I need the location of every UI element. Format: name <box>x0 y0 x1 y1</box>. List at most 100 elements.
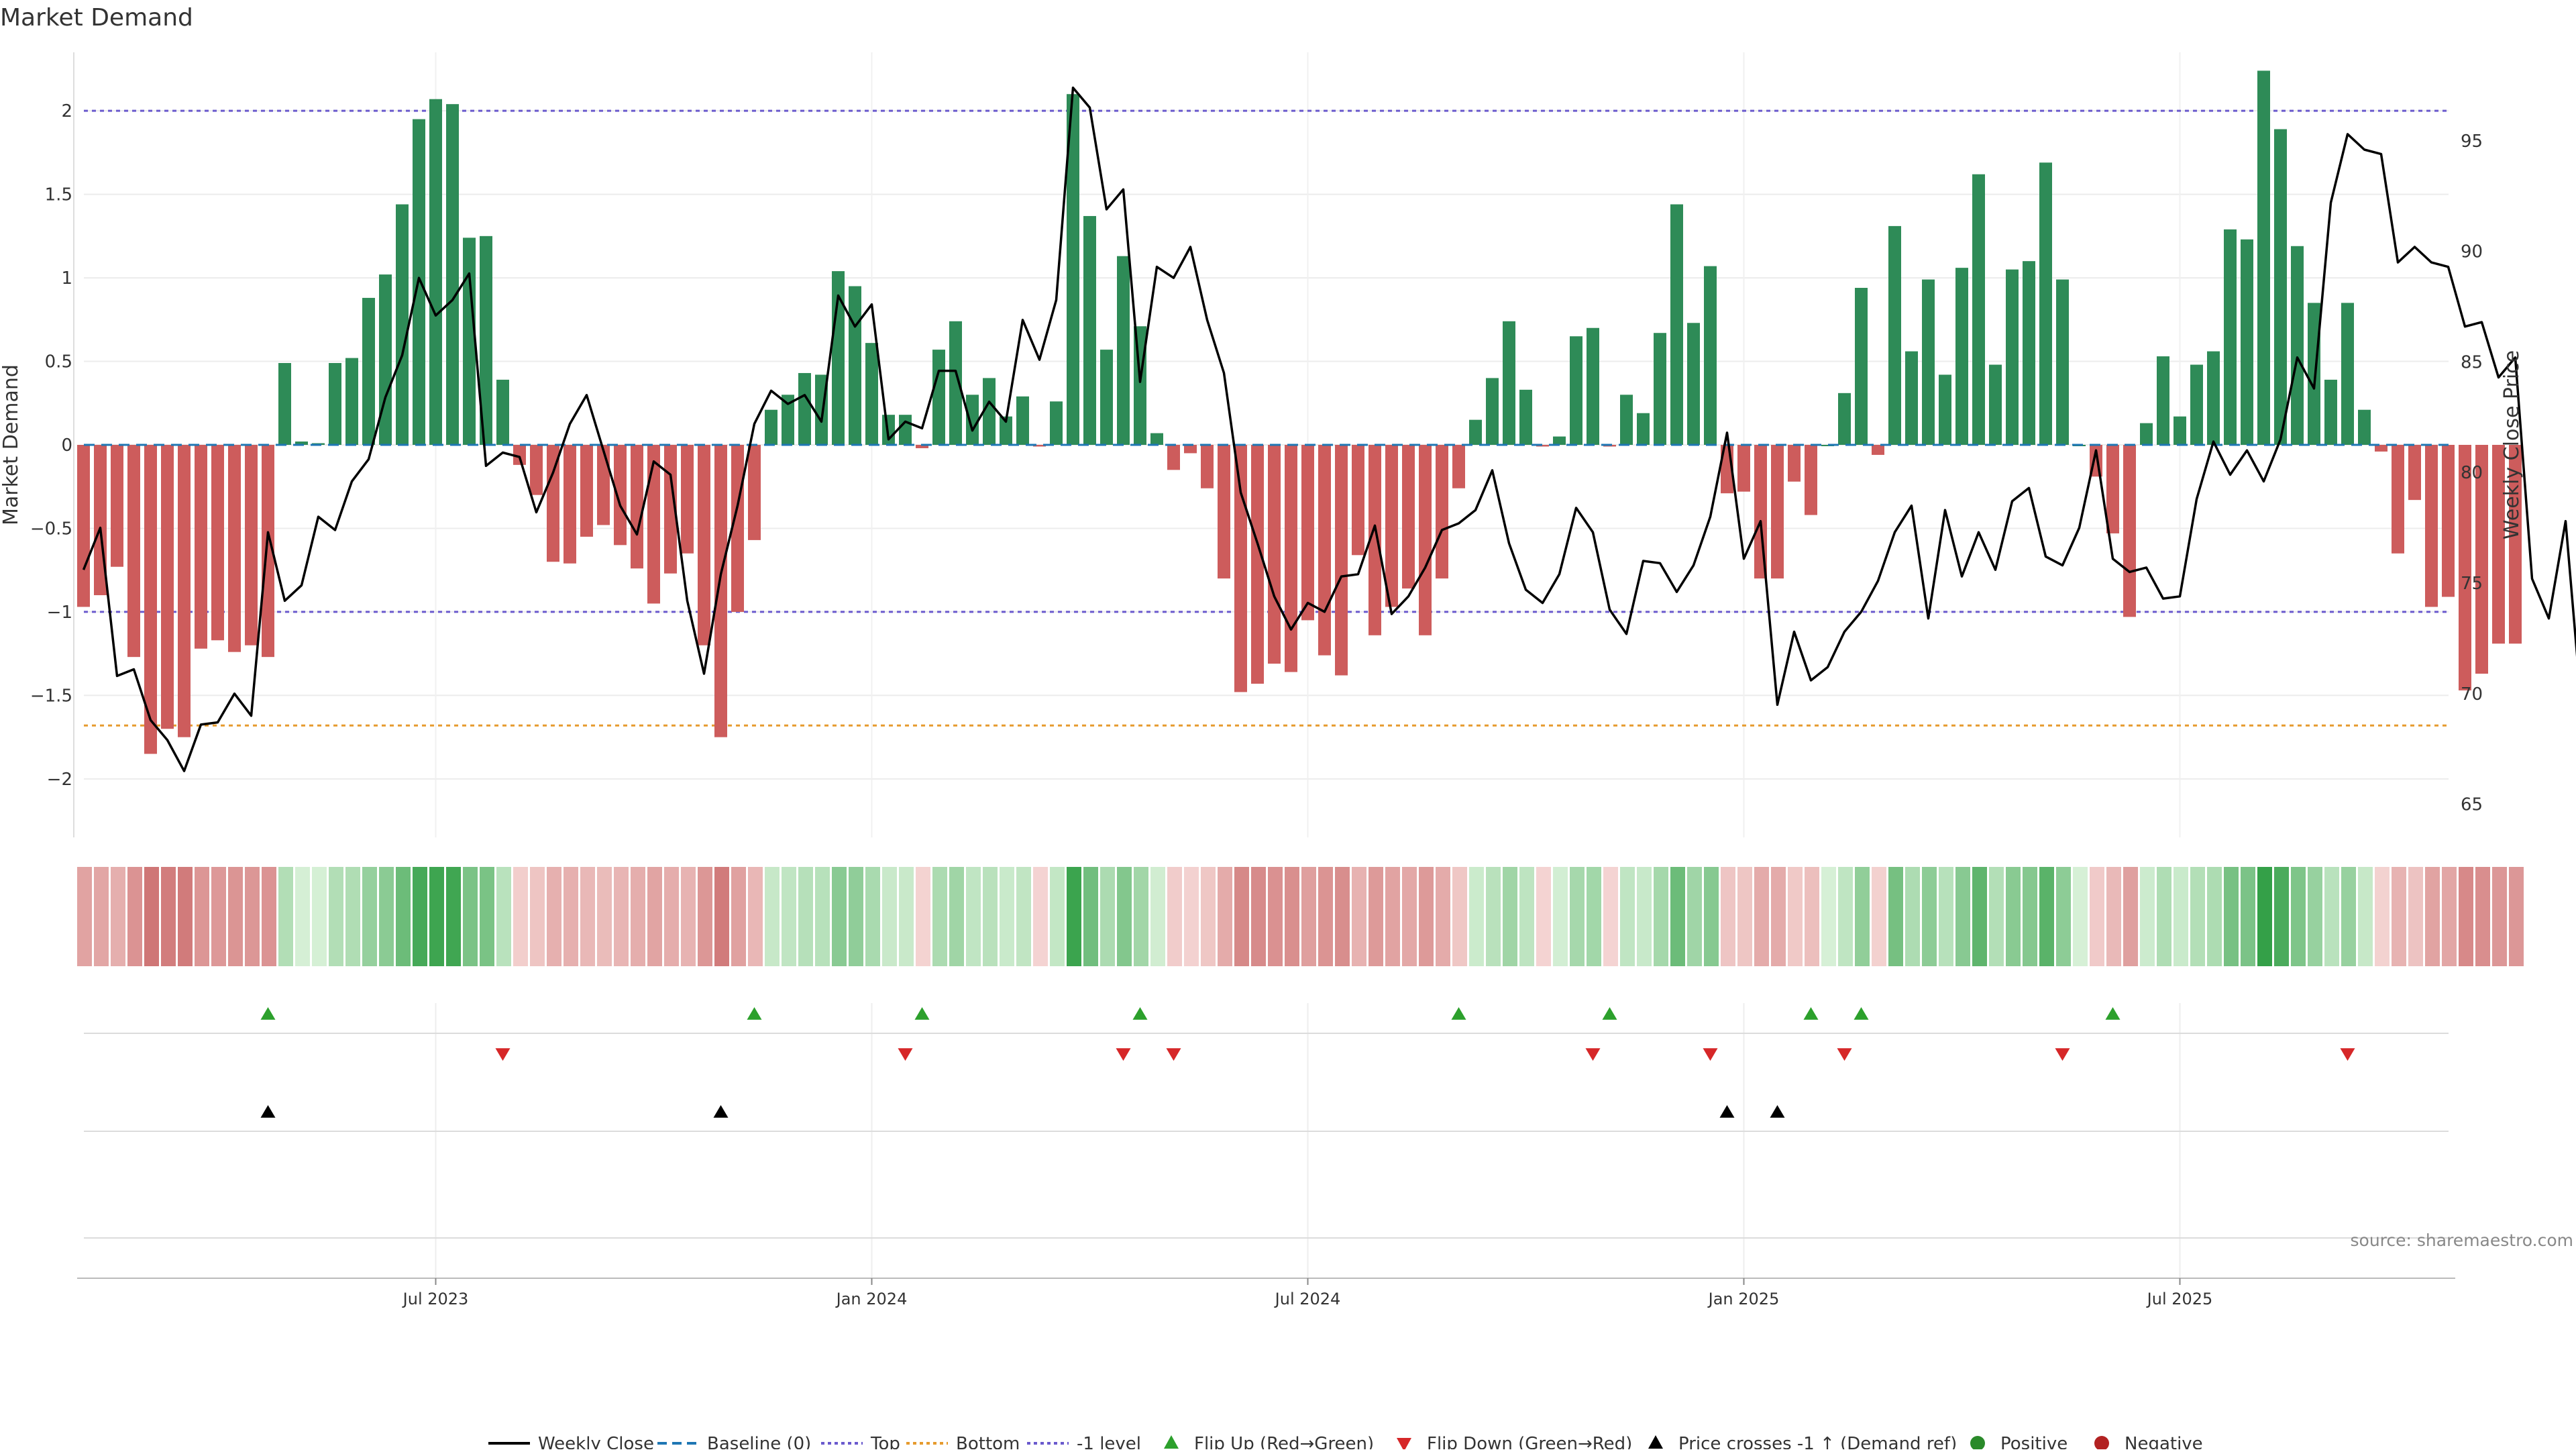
flip-up-marker <box>1133 1007 1148 1020</box>
heat-cell <box>144 867 159 966</box>
flip-up-marker <box>2106 1007 2121 1020</box>
heat-cell <box>916 867 930 966</box>
heat-cell <box>1654 867 1668 966</box>
y-right-tick-label: 70 <box>2461 684 2483 705</box>
heat-cell <box>932 867 947 966</box>
demand-bar <box>2207 352 2220 445</box>
heat-cell <box>614 867 629 966</box>
heat-cell <box>1519 867 1534 966</box>
demand-bar <box>1570 336 1582 445</box>
demand-bar <box>1352 445 1364 555</box>
heat-cell <box>278 867 293 966</box>
flip-up-marker <box>1804 1007 1819 1020</box>
demand-bar <box>161 445 174 729</box>
heat-cell <box>2392 867 2406 966</box>
demand-bar <box>228 445 241 652</box>
demand-bar <box>278 363 291 445</box>
heat-cell <box>2291 867 2306 966</box>
legend-item: Negative <box>2094 1434 2203 1449</box>
y-right-tick-label: 85 <box>2461 352 2483 372</box>
heat-cell <box>1436 867 1450 966</box>
heat-cell <box>1452 867 1467 966</box>
heat-cell <box>2174 867 2188 966</box>
demand-bar <box>1972 174 1985 445</box>
heat-cell <box>312 867 327 966</box>
demand-bar <box>2157 356 2169 445</box>
demand-bar <box>966 395 979 445</box>
demand-bar <box>1201 445 1214 488</box>
demand-bar <box>1637 413 1650 445</box>
flip-down-marker <box>496 1048 511 1061</box>
heat-cell <box>1670 867 1685 966</box>
demand-bar <box>1167 445 1180 470</box>
demand-bar <box>1285 445 1297 672</box>
legend-label: Negative <box>2125 1434 2203 1449</box>
heat-cell <box>1402 867 1417 966</box>
heat-cell <box>379 867 394 966</box>
heat-cell <box>2375 867 2390 966</box>
heat-cell <box>2073 867 2088 966</box>
heat-cell <box>1335 867 1350 966</box>
heat-cell <box>815 867 830 966</box>
heat-cell <box>1201 867 1216 966</box>
legend-item: Top <box>821 1434 900 1449</box>
demand-bar <box>1519 390 1532 445</box>
legend-swatch <box>2094 1436 2109 1449</box>
heat-cell <box>2039 867 2054 966</box>
demand-bar <box>865 343 878 445</box>
heat-cell <box>295 867 310 966</box>
x-tick-label: Jul 2025 <box>2146 1290 2213 1308</box>
x-tick-label: Jan 2025 <box>1707 1290 1780 1308</box>
heat-cell <box>731 867 746 966</box>
legend-item: Weekly Close <box>488 1434 654 1449</box>
demand-bar <box>1670 205 1683 445</box>
heat-cell <box>1754 867 1769 966</box>
heat-cell <box>1050 867 1065 966</box>
demand-bar <box>1486 378 1499 445</box>
heat-cell <box>1570 867 1585 966</box>
demand-bar <box>1402 445 1415 588</box>
heat-cell <box>362 867 377 966</box>
demand-bar <box>2408 445 2421 500</box>
flip-down-marker <box>898 1048 913 1061</box>
demand-bar <box>1922 280 1935 445</box>
heat-cell <box>94 867 109 966</box>
demand-bar <box>1872 445 1884 455</box>
demand-bar <box>1788 445 1801 482</box>
x-tick-label: Jan 2024 <box>835 1290 908 1308</box>
demand-bar <box>345 358 358 445</box>
demand-bar <box>1771 445 1784 578</box>
y-left-tick-label: −2 <box>47 770 72 790</box>
demand-bar <box>1184 445 1197 453</box>
heat-cell <box>245 867 260 966</box>
demand-bar <box>463 238 476 445</box>
demand-bar <box>2324 380 2337 445</box>
heat-cell <box>865 867 880 966</box>
demand-bar <box>1083 216 1096 445</box>
demand-bar <box>1268 445 1281 664</box>
heat-cell <box>396 867 411 966</box>
heat-cell <box>765 867 780 966</box>
heat-cell <box>2408 867 2423 966</box>
heat-cell <box>1939 867 1953 966</box>
heat-cell <box>2475 867 2490 966</box>
demand-bar <box>1436 445 1448 578</box>
heat-cell <box>1469 867 1484 966</box>
legend-item: Price crosses -1 ↑ (Demand ref) <box>1648 1434 1957 1449</box>
heat-cell <box>1972 867 1987 966</box>
source-note: source: sharemaestro.com <box>2351 1231 2574 1250</box>
legend-swatch <box>1397 1438 1411 1449</box>
heat-cell <box>2241 867 2255 966</box>
legend-label: Positive <box>2000 1434 2068 1449</box>
demand-bar <box>1150 433 1163 445</box>
flip-up-marker <box>915 1007 930 1020</box>
demand-heatmap-strip <box>77 867 2524 966</box>
flip-down-marker <box>1586 1048 1601 1061</box>
heat-cell <box>564 867 578 966</box>
demand-bar <box>2392 445 2404 554</box>
demand-bar <box>2140 423 2153 445</box>
heat-cell <box>547 867 561 966</box>
demand-bar <box>2056 280 2069 445</box>
